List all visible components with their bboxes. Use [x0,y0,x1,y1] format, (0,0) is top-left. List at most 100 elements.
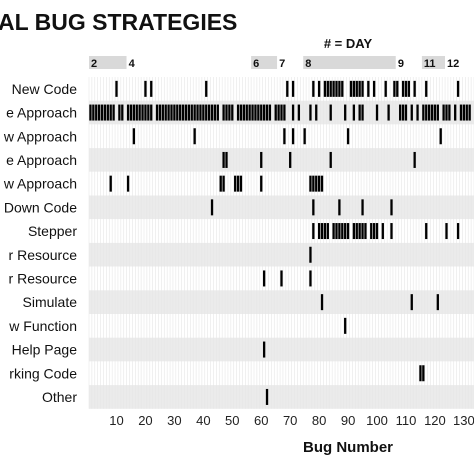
day-label: 7 [279,58,285,70]
event-mark [422,104,425,121]
event-mark [289,151,292,168]
event-mark [222,151,225,168]
x-tick-label: 30 [167,413,181,428]
event-mark [459,104,463,121]
event-mark [410,104,413,121]
event-mark [132,104,136,121]
event-mark [103,104,107,121]
row-label: Down Code [4,199,77,215]
event-mark [346,223,350,240]
event-mark [352,223,356,240]
event-mark [448,104,451,121]
x-tick-label: 80 [312,413,326,428]
event-mark [390,223,393,240]
event-mark [456,223,460,240]
event-mark [179,104,182,121]
event-mark [283,104,286,121]
event-mark [193,128,196,145]
row-band [89,195,474,220]
event-mark [312,175,315,192]
event-mark [427,104,431,121]
event-mark [372,223,376,240]
event-mark [254,104,257,121]
event-mark [436,104,439,121]
row-band [89,171,474,196]
event-mark [425,223,428,240]
x-tick-label: 130 [453,413,474,428]
row-band [89,337,474,362]
day-label: 2 [91,58,97,70]
event-mark [184,104,188,121]
event-mark [112,104,115,121]
row-label: w Approach [3,176,77,192]
event-mark [404,104,408,121]
event-mark [410,294,413,311]
event-mark [129,104,133,121]
day-segment [277,56,304,69]
event-mark [207,104,211,121]
event-mark [286,80,289,97]
event-mark [312,223,315,240]
event-mark [390,199,393,216]
event-mark [187,104,191,121]
event-mark [462,104,466,121]
event-mark [352,80,356,97]
x-tick-label: 60 [254,413,268,428]
day-segment [89,56,127,69]
event-mark [352,104,356,121]
x-tick-label: 110 [396,413,417,428]
event-mark [193,104,196,121]
event-mark [338,223,341,240]
event-mark [262,270,266,287]
event-mark [355,223,358,240]
event-mark [326,223,329,240]
event-mark [219,175,222,192]
day-label: 12 [447,58,459,70]
event-mark [326,80,329,97]
event-marks [89,80,471,405]
row-label: w Function [8,318,77,334]
event-mark [277,104,280,121]
event-mark [216,104,219,121]
event-mark [260,175,263,192]
day-label: 4 [129,58,136,70]
event-mark [239,104,243,121]
event-mark [135,104,138,121]
x-tick-label: 50 [225,413,239,428]
event-mark [150,104,153,121]
event-mark [396,80,399,97]
event-mark [393,80,396,97]
event-mark [118,104,121,121]
event-mark [222,175,225,192]
event-mark [317,175,321,192]
event-mark [248,104,251,121]
event-mark [309,104,312,121]
day-segment [395,56,422,69]
event-mark [222,104,225,121]
event-mark [225,104,228,121]
event-mark [323,80,327,97]
event-mark [341,80,344,97]
event-mark [370,223,373,240]
row-label: e Approach [6,105,77,121]
event-mark [155,104,159,121]
event-mark [144,104,147,121]
event-mark [92,104,95,121]
event-mark [320,175,324,192]
event-mark [213,104,217,121]
event-mark [422,365,425,382]
row-label: Help Page [12,342,78,358]
event-mark [375,104,379,121]
day-bar: 2 4 6 7 8 9 11 12 [89,56,472,70]
event-mark [361,80,364,97]
row-band [89,242,474,267]
event-mark [260,151,263,168]
event-mark [320,294,324,311]
event-mark [425,104,428,121]
event-mark [346,128,350,145]
event-mark [309,270,312,287]
row-label: Simulate [23,294,78,310]
event-mark [401,104,405,121]
event-mark [268,104,272,121]
